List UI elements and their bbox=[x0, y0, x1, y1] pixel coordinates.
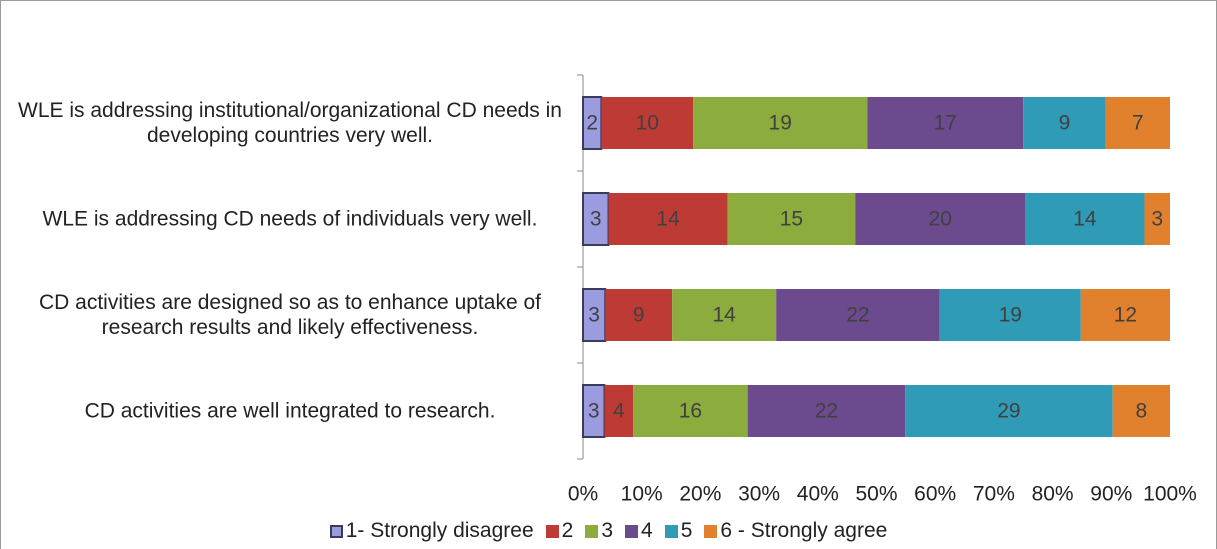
legend-label: 6 - Strongly agree bbox=[720, 519, 888, 542]
legend-item: 1- Strongly disagree bbox=[329, 519, 534, 543]
bar-segment bbox=[905, 385, 1113, 437]
bar-segment bbox=[855, 193, 1026, 245]
data-label: 19 bbox=[999, 304, 1022, 327]
data-label: 22 bbox=[815, 400, 838, 423]
legend-swatch bbox=[625, 524, 638, 538]
bar-segment bbox=[608, 193, 728, 245]
x-tick-label: 50% bbox=[855, 483, 897, 506]
legend: 1- Strongly disagree 2 3 4 5 6 - Strongly agr… bbox=[0, 519, 1217, 543]
data-label: 15 bbox=[780, 208, 803, 231]
legend-swatch bbox=[585, 524, 599, 538]
bar-segment bbox=[1080, 289, 1170, 341]
legend-item: 5 bbox=[664, 519, 693, 543]
legend-label: 2 bbox=[561, 519, 574, 542]
bar-segment bbox=[939, 289, 1081, 341]
legend-item: 3 bbox=[585, 519, 613, 543]
category-label: WLE is addressing CD needs of individual… bbox=[42, 207, 538, 231]
x-tick-label: 80% bbox=[1032, 483, 1074, 506]
category-label: CD activities are designed so as to enha… bbox=[39, 291, 541, 339]
bar-segment bbox=[776, 289, 940, 341]
bar-segment bbox=[727, 193, 856, 245]
legend-label: 4 bbox=[641, 519, 653, 542]
data-label: 2 bbox=[586, 112, 598, 135]
x-tick-label: 0% bbox=[568, 483, 598, 506]
data-label: 19 bbox=[769, 112, 792, 135]
bar-segment bbox=[605, 289, 673, 341]
bar-segment bbox=[672, 289, 777, 341]
x-tick-label: 30% bbox=[738, 483, 780, 506]
bar-segment bbox=[604, 385, 634, 437]
bar-segment bbox=[582, 192, 610, 246]
x-tick-label: 40% bbox=[797, 483, 839, 506]
data-label: 3 bbox=[590, 208, 602, 231]
data-label: 3 bbox=[588, 400, 600, 423]
legend-label: 5 bbox=[680, 519, 693, 542]
legend-item: 2 bbox=[545, 519, 574, 543]
x-tick-label: 90% bbox=[1090, 483, 1132, 506]
bar-segment bbox=[633, 385, 748, 437]
data-label: 7 bbox=[1132, 112, 1144, 135]
data-label: 16 bbox=[679, 400, 702, 423]
category-label: WLE is addressing institutional/organiza… bbox=[18, 99, 562, 147]
data-label: 9 bbox=[1059, 112, 1071, 135]
data-label: 29 bbox=[997, 400, 1020, 423]
bar-segment bbox=[1112, 385, 1170, 437]
bar-segment bbox=[1025, 193, 1145, 245]
data-label: 8 bbox=[1136, 400, 1148, 423]
data-label: 10 bbox=[636, 112, 659, 135]
data-label: 9 bbox=[633, 304, 645, 327]
x-tick-label: 70% bbox=[973, 483, 1015, 506]
data-label: 14 bbox=[656, 208, 680, 231]
legend-swatch bbox=[704, 524, 718, 538]
legend-swatch bbox=[329, 524, 343, 538]
data-label: 3 bbox=[1151, 208, 1163, 231]
bar-segment bbox=[693, 97, 868, 149]
category-label: CD activities are well integrated to res… bbox=[84, 399, 496, 423]
data-label: 4 bbox=[613, 400, 625, 423]
bar-segment bbox=[867, 97, 1024, 149]
data-label: 3 bbox=[588, 304, 600, 327]
legend-label: 1- Strongly disagree bbox=[345, 519, 534, 542]
data-label: 22 bbox=[846, 304, 869, 327]
legend-swatch bbox=[545, 524, 559, 538]
bar-segment bbox=[1023, 97, 1106, 149]
legend-label: 3 bbox=[601, 519, 613, 542]
legend-swatch bbox=[664, 524, 678, 538]
x-tick-label: 20% bbox=[679, 483, 721, 506]
bar-segment bbox=[1144, 193, 1170, 245]
bar-segment bbox=[1105, 97, 1170, 149]
bar-segment bbox=[747, 385, 906, 437]
x-tick-label: 60% bbox=[914, 483, 956, 506]
data-label: 12 bbox=[1114, 304, 1137, 327]
data-label: 14 bbox=[1073, 208, 1097, 231]
x-tick-label: 100% bbox=[1143, 483, 1197, 506]
bar-segment bbox=[601, 97, 694, 149]
legend-item: 4 bbox=[625, 519, 653, 543]
data-label: 14 bbox=[712, 304, 736, 327]
data-label: 20 bbox=[929, 208, 952, 231]
data-label: 17 bbox=[934, 112, 957, 135]
legend-item: 6 - Strongly agree bbox=[704, 519, 887, 543]
x-tick-label: 10% bbox=[621, 483, 663, 506]
